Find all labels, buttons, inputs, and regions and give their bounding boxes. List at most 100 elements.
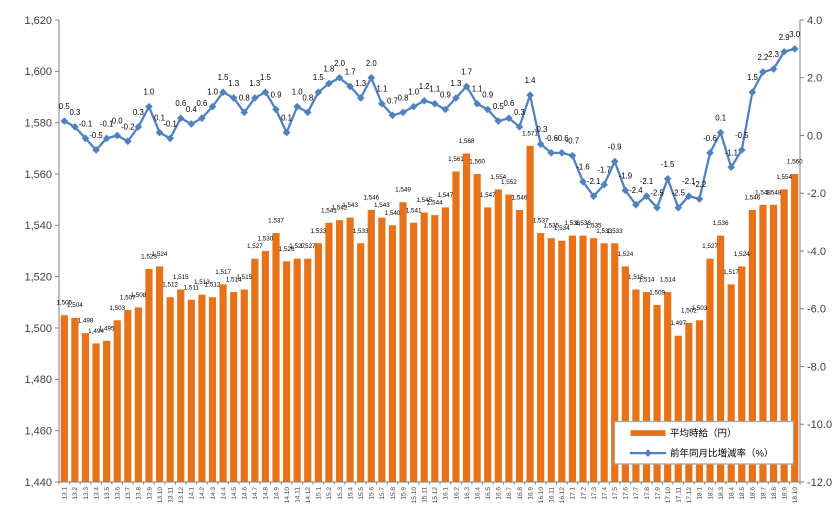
svg-text:1,514: 1,514	[660, 277, 676, 284]
svg-text:0.4: 0.4	[186, 105, 198, 114]
svg-text:0.7: 0.7	[387, 96, 398, 105]
svg-text:1,515: 1,515	[236, 274, 252, 281]
svg-text:16.9: 16.9	[527, 487, 534, 500]
svg-text:-0.1: -0.1	[79, 119, 92, 128]
svg-text:0.8: 0.8	[239, 93, 250, 102]
svg-text:1,460: 1,460	[24, 426, 52, 438]
svg-text:16.7: 16.7	[506, 487, 513, 500]
svg-text:1,554: 1,554	[776, 174, 792, 181]
svg-text:1,527: 1,527	[702, 243, 718, 250]
svg-text:1.2: 1.2	[419, 82, 430, 91]
svg-text:-4.0: -4.0	[807, 246, 826, 258]
svg-text:1,548: 1,548	[755, 189, 771, 196]
svg-text:1,520: 1,520	[24, 272, 52, 284]
svg-text:3.0: 3.0	[789, 30, 801, 39]
svg-text:0.0: 0.0	[112, 117, 124, 126]
svg-text:1,543: 1,543	[342, 202, 358, 209]
svg-text:-0.5: -0.5	[89, 131, 103, 140]
svg-text:-2.4: -2.4	[629, 186, 643, 195]
svg-text:1,505: 1,505	[56, 300, 72, 307]
svg-text:-8.0: -8.0	[807, 361, 826, 373]
svg-text:-2.2: -2.2	[693, 180, 706, 189]
svg-text:1,546: 1,546	[512, 194, 528, 201]
svg-text:1,546: 1,546	[363, 194, 379, 201]
svg-text:18.7: 18.7	[760, 487, 767, 500]
svg-text:13.2: 13.2	[72, 487, 79, 500]
svg-text:1,549: 1,549	[395, 187, 411, 194]
svg-text:16.6: 16.6	[496, 487, 503, 500]
svg-text:1,536: 1,536	[565, 220, 581, 227]
svg-text:13.11: 13.11	[167, 487, 174, 503]
svg-text:1,541: 1,541	[321, 207, 337, 214]
svg-text:1,542: 1,542	[332, 205, 348, 212]
svg-text:1.7: 1.7	[461, 67, 472, 76]
svg-text:13.7: 13.7	[125, 487, 132, 500]
svg-text:1,527: 1,527	[300, 243, 316, 250]
svg-text:1.7: 1.7	[345, 67, 356, 76]
svg-text:15.9: 15.9	[400, 487, 407, 500]
svg-text:14.9: 14.9	[273, 487, 280, 500]
svg-text:14.4: 14.4	[220, 487, 227, 500]
svg-text:18.9: 18.9	[781, 487, 788, 500]
svg-text:1,526: 1,526	[279, 246, 295, 253]
svg-text:1,545: 1,545	[416, 197, 432, 204]
svg-text:2.3: 2.3	[768, 50, 779, 59]
svg-text:-1.9: -1.9	[619, 171, 632, 180]
svg-text:1,530: 1,530	[258, 236, 274, 243]
svg-text:1,543: 1,543	[374, 202, 390, 209]
svg-text:1,502: 1,502	[681, 307, 697, 314]
svg-text:1.5: 1.5	[218, 73, 230, 82]
svg-text:1,571: 1,571	[522, 130, 538, 137]
svg-text:1,498: 1,498	[78, 318, 94, 325]
svg-text:1,514: 1,514	[639, 277, 655, 284]
svg-text:0.3: 0.3	[514, 108, 525, 117]
svg-text:1,547: 1,547	[437, 192, 453, 199]
svg-text:1,507: 1,507	[120, 295, 136, 302]
svg-text:13.8: 13.8	[136, 487, 143, 500]
svg-text:15.4: 15.4	[347, 487, 354, 500]
svg-text:0.6: 0.6	[503, 99, 514, 108]
svg-text:-2.1: -2.1	[587, 177, 600, 186]
svg-text:1,534: 1,534	[554, 225, 570, 232]
svg-text:1,535: 1,535	[586, 223, 602, 230]
svg-text:1,536: 1,536	[713, 220, 729, 227]
svg-text:14.1: 14.1	[189, 487, 196, 500]
svg-text:1,512: 1,512	[205, 282, 221, 289]
svg-text:14.11: 14.11	[294, 487, 301, 503]
svg-text:1,560: 1,560	[469, 159, 485, 166]
svg-text:1,620: 1,620	[24, 15, 52, 27]
svg-text:15.2: 15.2	[326, 487, 333, 500]
svg-text:14.10: 14.10	[284, 487, 291, 504]
svg-text:0.1: 0.1	[281, 114, 292, 123]
svg-text:1,568: 1,568	[459, 138, 475, 145]
svg-text:1,497: 1,497	[670, 320, 686, 327]
svg-text:0.3: 0.3	[133, 108, 144, 117]
svg-text:1.0: 1.0	[144, 88, 156, 97]
svg-text:17.1: 17.1	[570, 487, 577, 500]
svg-text:15.10: 15.10	[411, 487, 418, 504]
svg-text:16.2: 16.2	[453, 487, 460, 500]
svg-text:1.3: 1.3	[228, 79, 239, 88]
svg-text:-1.1: -1.1	[724, 148, 737, 157]
svg-text:1.1: 1.1	[376, 85, 387, 94]
svg-text:-6.0: -6.0	[807, 304, 826, 316]
svg-text:1.0: 1.0	[207, 88, 219, 97]
svg-text:1,546: 1,546	[744, 194, 760, 201]
svg-text:15.6: 15.6	[369, 487, 376, 500]
svg-text:18.3: 18.3	[718, 487, 725, 500]
svg-text:14.7: 14.7	[252, 487, 259, 500]
svg-text:1,508: 1,508	[131, 292, 147, 299]
svg-text:4.0: 4.0	[807, 15, 822, 27]
svg-text:1,495: 1,495	[99, 325, 115, 332]
svg-text:2.0: 2.0	[334, 59, 346, 68]
svg-text:1.4: 1.4	[525, 76, 537, 85]
svg-text:17.5: 17.5	[612, 487, 619, 500]
svg-text:-0.2: -0.2	[121, 122, 134, 131]
svg-text:15.5: 15.5	[358, 487, 365, 500]
svg-text:-1.7: -1.7	[597, 166, 610, 175]
svg-text:1,524: 1,524	[152, 251, 168, 258]
svg-text:-0.3: -0.3	[534, 125, 547, 134]
svg-text:17.6: 17.6	[623, 487, 630, 500]
svg-text:-2.5: -2.5	[672, 189, 686, 198]
svg-text:13.3: 13.3	[83, 487, 90, 500]
